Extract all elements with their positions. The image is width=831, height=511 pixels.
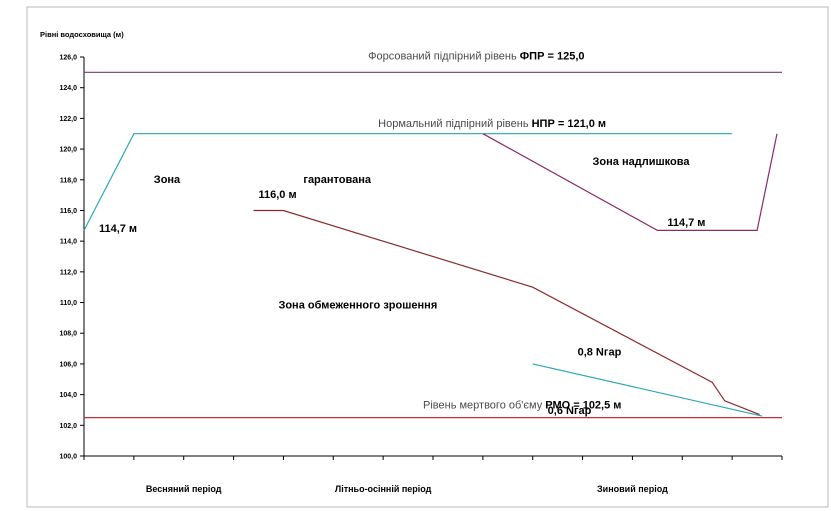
y-tick-label: 120,0 (59, 147, 77, 154)
y-tick-label: 116,0 (60, 208, 77, 215)
outer-border (26, 6, 829, 508)
annotation: гарантована (303, 174, 372, 186)
y-tick-label: 108,0 (59, 331, 77, 338)
annotation: 0,8 Nгар (578, 346, 622, 358)
y-tick-label: 110,0 (60, 300, 77, 307)
y-tick-label: 100,0 (59, 454, 77, 461)
annotation: 114,7 м (667, 217, 705, 229)
period-label: Весняний період (146, 484, 222, 494)
y-tick-label: 114,0 (60, 239, 77, 246)
annotation: Нормальний підпірний рівень НПР = 121,0 … (378, 118, 606, 130)
series-line-2 (482, 133, 778, 231)
y-tick-label: 122,0 (59, 116, 77, 123)
series-line-1 (83, 133, 733, 231)
y-tick-label: 104,0 (59, 392, 77, 399)
plot-area: 100,0 102,0 104,0 106,0 108,0 110,0 112,0 114,0… (59, 50, 783, 494)
annotation: Зона обмеженного зрошення (278, 300, 437, 312)
y-tick-label: 112,0 (60, 269, 77, 276)
series-line-4 (532, 363, 763, 417)
y-axis-label: Рівні водосховища (м) (40, 30, 124, 39)
y-tick-label: 102,0 (59, 423, 77, 430)
annotation: Зона надлишкова (593, 156, 691, 168)
series-line-3 (253, 209, 760, 416)
y-tick-label: 106,0 (59, 361, 77, 368)
period-label: Літньо-осінній період (335, 484, 432, 494)
annotation: Зона (154, 174, 181, 186)
annotation: 116,0 м (259, 189, 297, 201)
annotation: Форсований підпірний рівень ФПР = 125,0 (368, 50, 584, 62)
annotation: Рівень мертвого об'єму РМО = 102,5 м (423, 399, 621, 411)
y-tick-label: 118,0 (60, 177, 77, 184)
y-tick-label: 124,0 (59, 85, 77, 92)
annotation: 114,7 м (99, 223, 137, 235)
period-label: Зиновий період (597, 484, 668, 494)
y-tick-label: 126,0 (59, 55, 77, 62)
annotation: 0,6 Nгар (548, 405, 592, 417)
